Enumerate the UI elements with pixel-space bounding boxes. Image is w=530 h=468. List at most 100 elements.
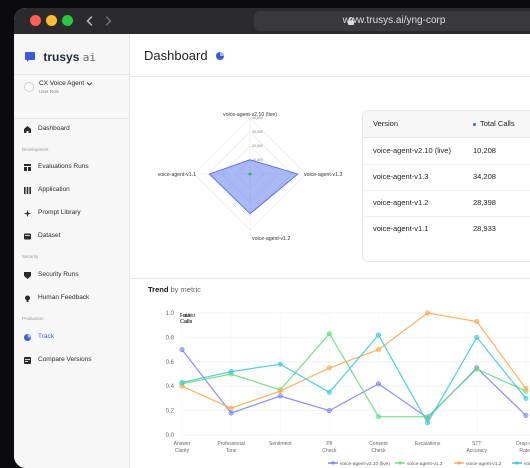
x-tick-label: PII [326, 441, 332, 447]
series-point-0 [376, 381, 382, 387]
trend-title-bold: Trend [148, 285, 169, 294]
compare-icon [22, 356, 32, 365]
browser-window: www.trusys.ai/yng-corp trusys ai [14, 8, 530, 468]
bulb-icon [22, 294, 32, 303]
sidebar-item-application[interactable]: Application [22, 183, 70, 197]
y-tick-label: 0.2 [166, 409, 175, 415]
series-point-1 [425, 414, 431, 420]
agent-selector[interactable]: CX Voice Agent User Role [24, 80, 119, 108]
section-label-security: Security [22, 254, 39, 259]
table-row[interactable]: voice-agent-v1.2 28,398 [363, 190, 530, 217]
series-point-3 [326, 389, 332, 395]
series-point-0 [277, 393, 283, 399]
series-point-1 [474, 366, 480, 372]
series-line-2 [181, 312, 527, 409]
radar-svg: 40,000 30,000 20,000 10,000 voice-agent-v2.1… [158, 112, 343, 242]
series-point-2 [376, 347, 382, 353]
series-point-2 [228, 405, 234, 411]
sidebar-divider [14, 118, 129, 119]
radar-tick-label: 20,000 [252, 144, 263, 148]
back-icon[interactable] [84, 15, 96, 27]
table-row[interactable]: voice-agent-v2.10 (live) 10,208 [363, 138, 530, 165]
sidebar-divider [14, 74, 129, 75]
section-label-production: Production [22, 316, 44, 321]
pie-chart-icon [216, 52, 225, 60]
sidebar-item-security-runs[interactable]: Security Runs [22, 268, 78, 282]
series-line-3 [181, 333, 527, 425]
series-point-2 [425, 310, 431, 316]
browser-titlebar: www.trusys.ai/yng-corp [14, 8, 530, 34]
zoom-window-icon[interactable] [62, 15, 73, 26]
sidebar-item-compare-versions[interactable]: Compare Versions [22, 353, 91, 367]
radar-series-total-calls [208, 159, 299, 215]
close-window-icon[interactable] [30, 15, 41, 26]
series-point-2 [523, 386, 529, 392]
sidebar-item-label: Prompt Library [38, 209, 81, 216]
home-icon [22, 125, 32, 134]
table-cell-version: voice-agent-v2.10 (live) [373, 146, 451, 155]
y-tick-label: 0.0 [166, 433, 175, 439]
forward-icon[interactable] [102, 15, 114, 27]
agent-name: CX Voice Agent [39, 80, 85, 87]
sidebar-item-label: Evaluations Runs [38, 163, 89, 170]
sparkles-icon [22, 209, 32, 218]
series-point-1 [376, 414, 382, 420]
series-point-0 [326, 408, 332, 414]
series-point-3 [523, 395, 529, 401]
lock-icon [348, 17, 354, 25]
minimize-window-icon[interactable] [46, 15, 57, 26]
sidebar-item-track[interactable]: Track [22, 330, 54, 344]
series-point-0 [523, 412, 529, 418]
sidebar-item-dataset[interactable]: Dataset [22, 229, 60, 243]
header-dot-total-calls [473, 122, 476, 126]
table-header-version: Version [373, 119, 399, 128]
radar-axis-label: voice-agent-v1.3 [304, 172, 342, 178]
sidebar-item-label: Security Runs [38, 271, 79, 278]
trend-title-rest: by metric [170, 285, 201, 294]
x-tick-label: Answer [174, 441, 191, 447]
series-line-1 [181, 332, 527, 418]
legend-label: voice-agent-v1.2 [466, 461, 502, 467]
sidebar-item-human-feedback[interactable]: Human Feedback [22, 291, 89, 305]
x-tick-label: Accuracy [466, 448, 487, 454]
versions-table: Version Total Calls Fa voice-agent-v2.10… [362, 110, 530, 262]
y-tick-label: 0.8 [166, 335, 175, 341]
legend-label: voice-agent-v2.10 (live) [340, 461, 390, 467]
radar-tick-label: 10,000 [252, 158, 263, 162]
series-point-0 [228, 410, 234, 416]
radar-axis-label: voice-agent-v1.2 [252, 236, 290, 242]
shield-icon [22, 271, 32, 280]
trend-title: Trend by metric [148, 285, 201, 294]
radar-tick-label: 40,000 [252, 116, 263, 120]
legend-label: voice-agent-v1.3 [407, 461, 443, 467]
page-title-text: Dashboard [144, 48, 208, 63]
url-text: www.trusys.ai/yng-corp [342, 15, 446, 26]
sidebar-item-label: Application [38, 186, 70, 193]
series-point-2 [326, 365, 332, 371]
x-tick-label: Check [322, 448, 337, 454]
table-row[interactable]: voice-agent-v1.3 34,208 [363, 164, 530, 191]
address-bar[interactable]: www.trusys.ai/yng-corp [254, 11, 530, 31]
series-point-3 [179, 380, 185, 386]
brand-logo[interactable]: trusys ai [24, 50, 96, 64]
y-tick-label: 0.6 [166, 360, 175, 366]
table-header: Version Total Calls Fa [363, 111, 530, 138]
legend-swatch-dot [457, 461, 461, 465]
table-header-total-calls-label: Total Calls [480, 119, 515, 128]
legend-label-total-calls: Total Calls [180, 313, 193, 325]
radar-tick-label: 30,000 [252, 130, 263, 134]
radar-axis-label: voice-agent-v2.10 (live) [223, 112, 277, 118]
sidebar-item-label: Dataset [38, 232, 61, 239]
series-point-3 [277, 361, 283, 367]
table-header-total-calls: Total Calls [473, 111, 515, 137]
sidebar-item-prompt-library[interactable]: Prompt Library [22, 206, 81, 220]
database-icon [22, 232, 32, 241]
sidebar-item-evaluations-runs[interactable]: Evaluations Runs [22, 160, 89, 174]
series-point-3 [228, 369, 234, 375]
series-point-2 [277, 388, 283, 394]
radar-axis-label: voice-agent-v1.1 [158, 172, 196, 178]
sidebar-item-dashboard[interactable]: Dashboard [22, 122, 70, 136]
x-tick-label: Tone [226, 448, 237, 454]
trend-panel: Trend by metric 0.0 0.2 0.4 0.6 0.8 1.0 Answer… [130, 278, 530, 468]
table-row[interactable]: voice-agent-v1.1 28,933 [363, 216, 530, 242]
